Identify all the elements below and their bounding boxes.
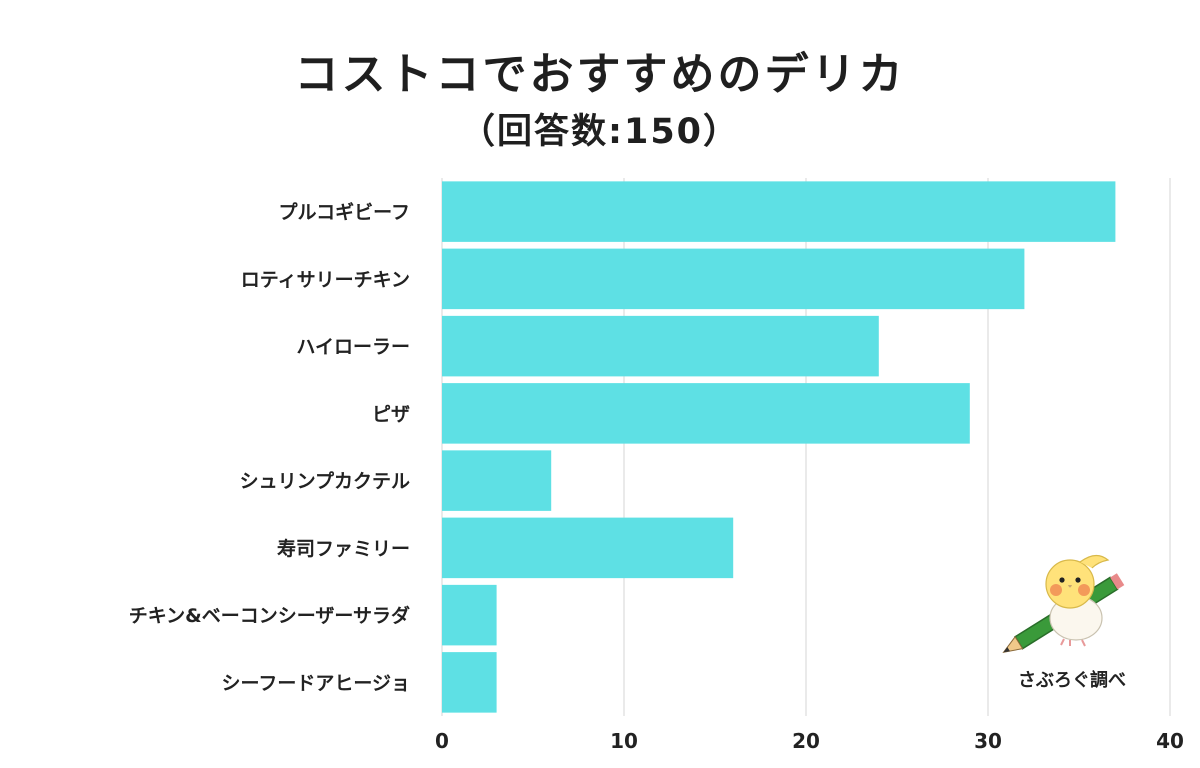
bar	[442, 450, 552, 511]
category-label: ロティサリーチキン	[241, 269, 410, 291]
category-label: ハイローラー	[296, 336, 410, 358]
x-tick-label: 10	[610, 729, 638, 753]
x-tick-label: 40	[1156, 729, 1184, 753]
bar	[442, 652, 497, 713]
watermark: さぶろぐ調べ	[1002, 554, 1126, 691]
bar	[442, 181, 1116, 242]
x-tick-label: 30	[974, 729, 1002, 753]
x-tick-label: 0	[435, 729, 449, 753]
category-label: プルコギビーフ	[279, 201, 410, 224]
category-label: 寿司ファミリー	[277, 537, 410, 560]
category-labels: プルコギビーフロティサリーチキンハイローラーピザシュリンプカクテル寿司ファミリー…	[129, 201, 410, 695]
x-axis-ticks: 0 10 20 30 40	[435, 729, 1184, 753]
bar	[442, 315, 879, 377]
x-tick-label: 20	[792, 729, 820, 753]
category-label: シーフードアヒージョ	[222, 672, 410, 694]
category-label: シュリンプカクテル	[240, 470, 410, 493]
watermark-text: さぶろぐ調べ	[1018, 669, 1126, 691]
bar	[442, 383, 970, 444]
cockatiel-with-pencil-icon	[1002, 554, 1125, 654]
bar	[442, 248, 1025, 310]
category-label: チキン&ベーコンシーザーサラダ	[129, 604, 410, 627]
bar	[442, 584, 497, 646]
chart-title: コストコでおすすめのデリカ	[294, 49, 906, 100]
bar	[442, 517, 734, 579]
bars	[442, 181, 1116, 713]
chart-subtitle: （回答数:150）	[459, 112, 741, 152]
category-label: ピザ	[372, 403, 410, 425]
